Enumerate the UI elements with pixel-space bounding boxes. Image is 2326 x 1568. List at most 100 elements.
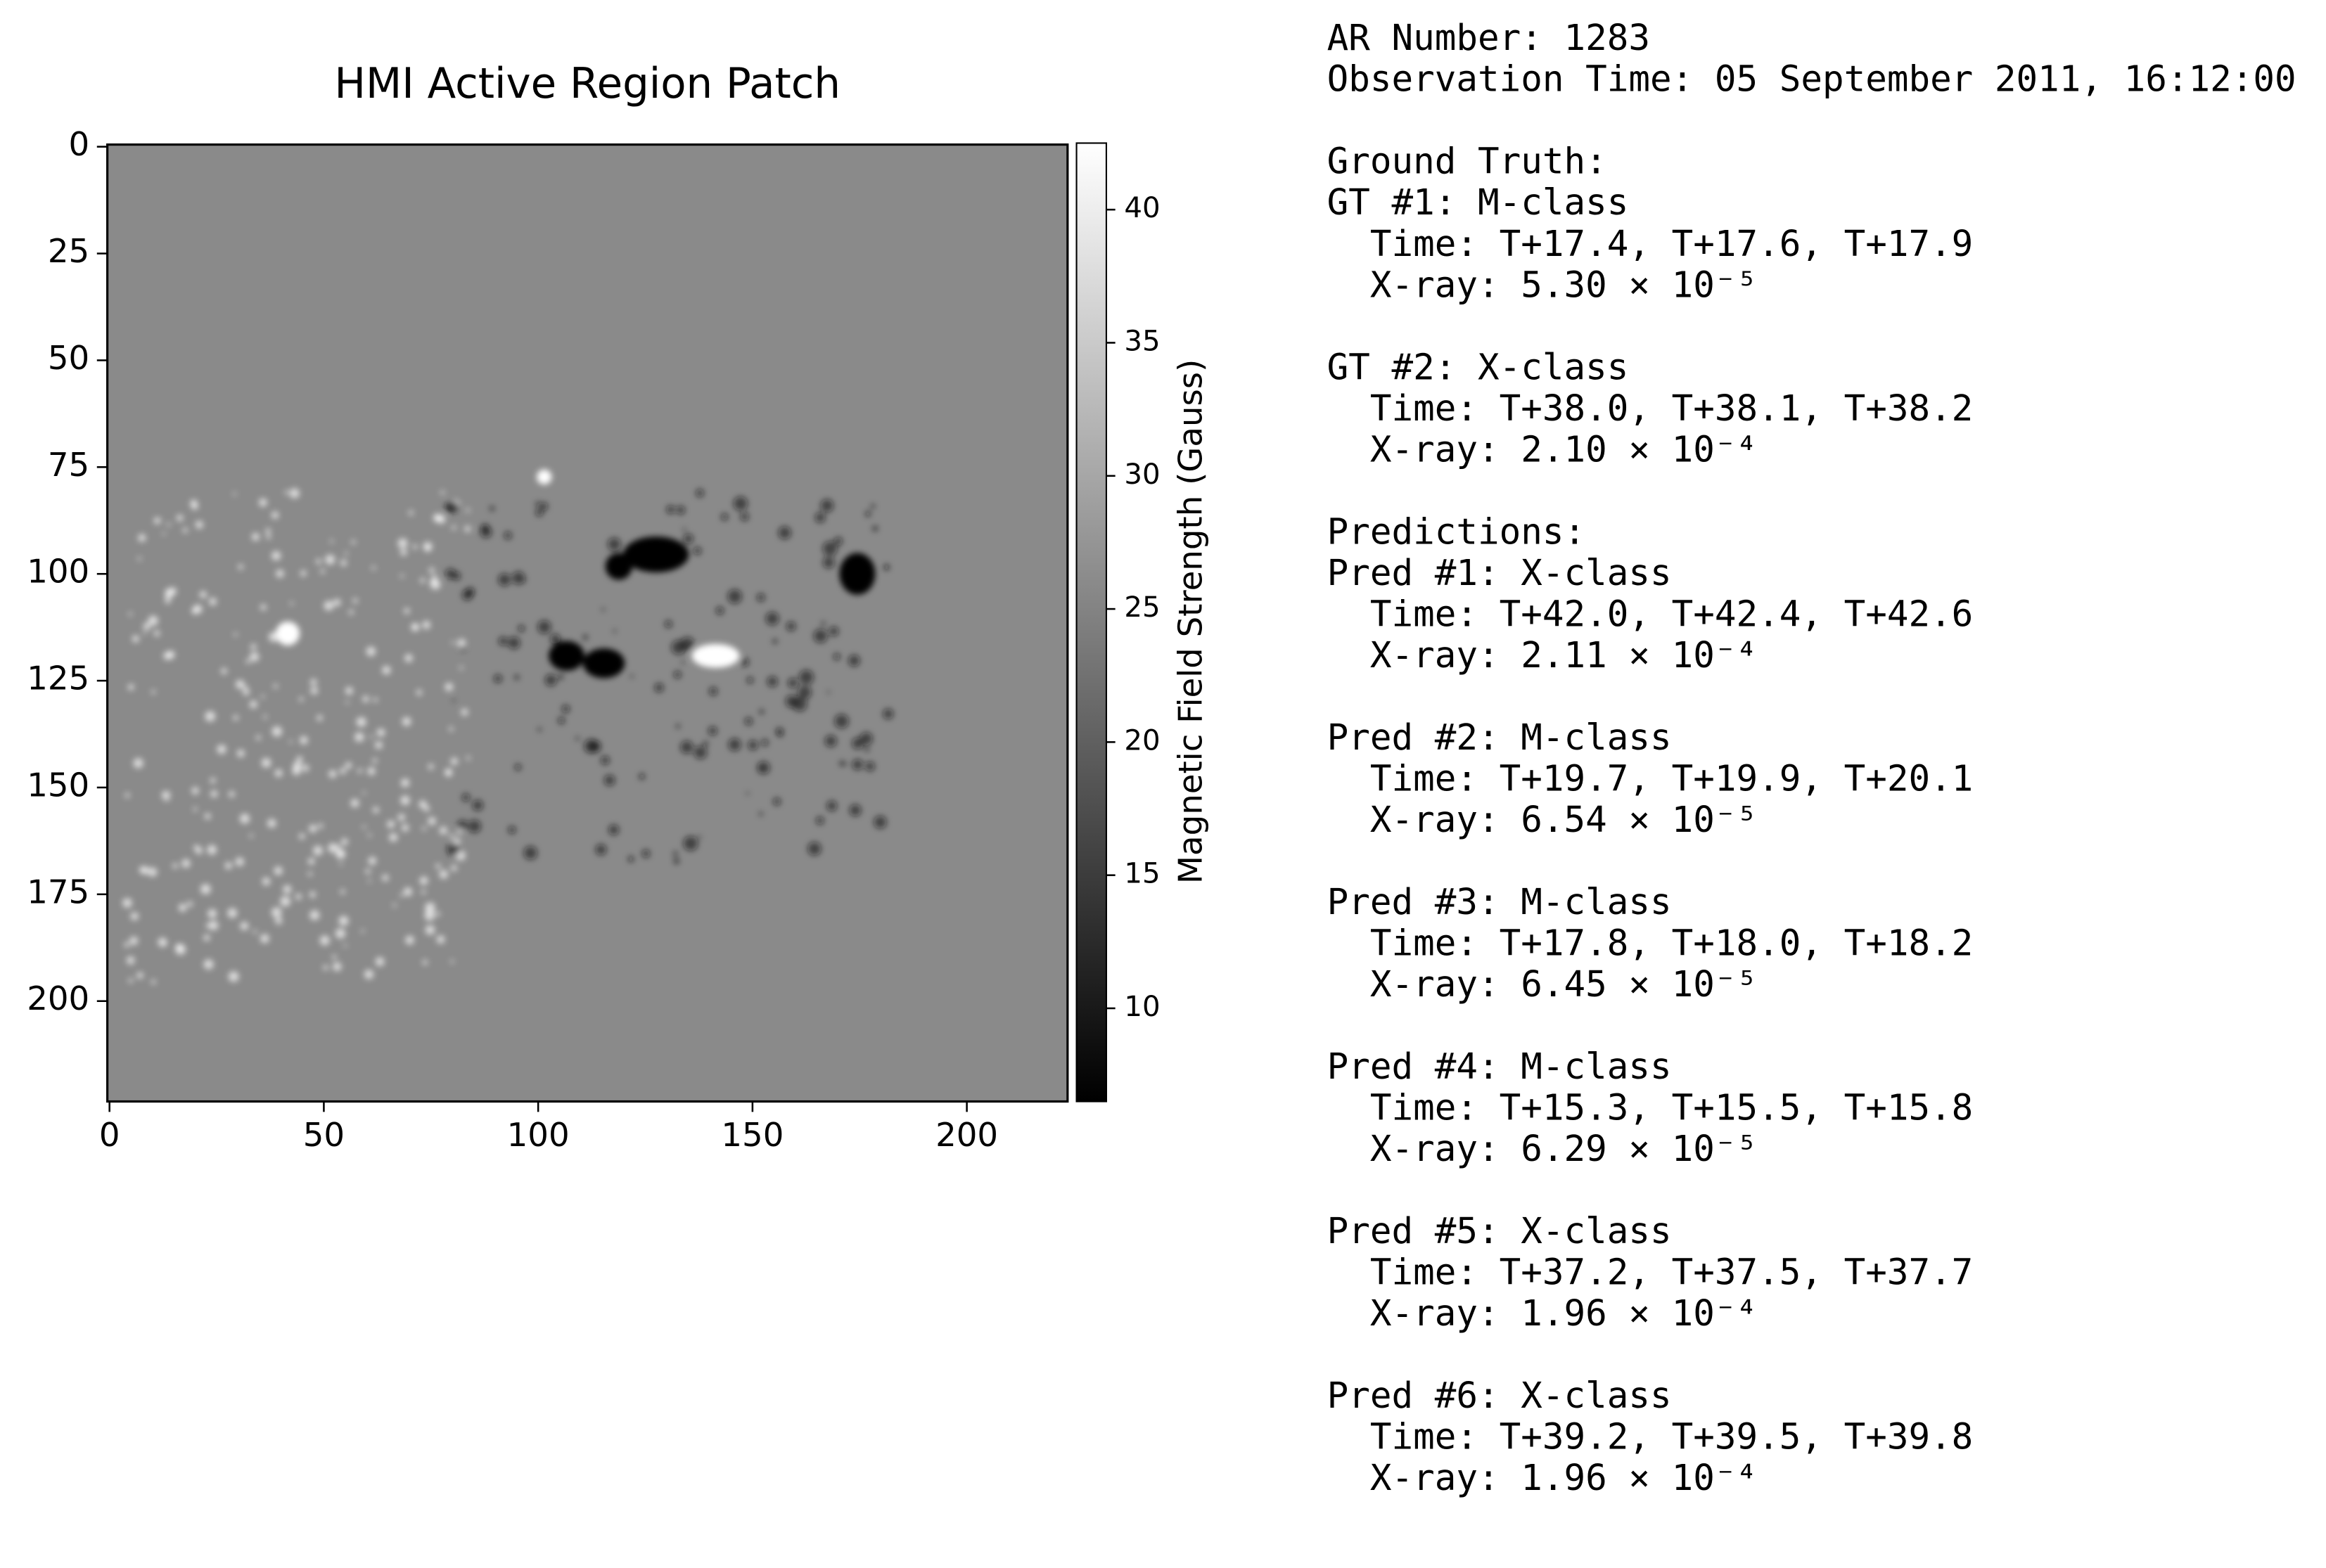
texture-dot (511, 571, 525, 585)
info-line: X-ray: 2.10 × 10⁻⁴ (1327, 428, 1758, 470)
texture-dot (209, 598, 217, 605)
texture-dot (411, 623, 420, 631)
texture-dot (128, 612, 132, 616)
x-tick-label: 150 (721, 1116, 784, 1154)
texture-dot (392, 903, 397, 907)
texture-dot (319, 935, 330, 946)
texture-dot (833, 653, 841, 660)
texture-dot (422, 621, 430, 629)
texture-dot (464, 525, 471, 532)
texture-spot (276, 621, 300, 645)
texture-dot (466, 508, 470, 513)
texture-dot (425, 546, 430, 552)
texture-dot (775, 727, 784, 735)
texture-spot (623, 536, 689, 572)
texture-dot (299, 697, 304, 702)
texture-dot (772, 797, 781, 806)
texture-dot (452, 572, 461, 581)
texture-dot (420, 577, 426, 584)
info-line: Time: T+39.2, T+39.5, T+39.8 (1327, 1415, 1974, 1457)
texture-dot (352, 598, 358, 604)
texture-dot (430, 578, 437, 585)
texture-dot (436, 935, 445, 944)
texture-dot (412, 544, 418, 550)
texture-dot (229, 791, 235, 797)
texture-dot (356, 716, 366, 727)
texture-dot (370, 735, 373, 739)
texture-dot (756, 593, 765, 602)
texture-dot (195, 520, 203, 529)
colorbar-tick-label: 25 (1124, 591, 1160, 624)
texture-dot (333, 598, 341, 607)
texture-dot (139, 867, 145, 873)
info-line: X-ray: 2.11 × 10⁻⁴ (1327, 634, 1758, 676)
texture-dot (320, 569, 325, 574)
y-tick-label: 175 (27, 873, 89, 911)
colorbar (1075, 142, 1108, 1103)
y-tick-label: 200 (27, 979, 89, 1017)
texture-dot (472, 799, 483, 811)
texture-dot (435, 911, 440, 916)
texture-dot (317, 714, 323, 721)
info-line: Ground Truth: (1327, 141, 1607, 182)
texture-dot (786, 622, 796, 631)
texture-dot (148, 615, 158, 626)
texture-dot (265, 528, 271, 534)
info-line: Time: T+37.2, T+37.5, T+37.7 (1327, 1251, 1974, 1292)
texture-dot (561, 705, 570, 713)
texture-dot (654, 683, 664, 693)
texture-dot (820, 499, 834, 513)
texture-dot (221, 668, 227, 674)
texture-dot (260, 934, 269, 944)
texture-dot (261, 758, 271, 768)
texture-dot (833, 536, 843, 546)
image-background (107, 144, 1068, 1102)
texture-dot (608, 824, 620, 835)
texture-dot (450, 757, 459, 765)
texture-dot (235, 857, 244, 866)
texture-dot (421, 889, 426, 894)
texture-spot (605, 553, 632, 580)
texture-dot (372, 758, 378, 764)
texture-dot (672, 851, 678, 856)
texture-dot (630, 674, 634, 679)
texture-dot (508, 825, 516, 834)
texture-dot (371, 565, 376, 570)
texture-dot (280, 896, 290, 907)
texture-dot (158, 937, 167, 947)
texture-dot (309, 891, 316, 898)
texture-dot (457, 638, 466, 648)
texture-dot (425, 902, 435, 913)
texture-dot (715, 606, 724, 615)
y-tick-label: 100 (27, 553, 89, 591)
info-line: Pred #1: X-class (1327, 552, 1672, 593)
texture-dot (191, 787, 199, 795)
texture-dot (199, 591, 207, 598)
texture-dot (325, 554, 336, 565)
texture-dot (451, 865, 457, 871)
texture-dot (727, 589, 742, 604)
texture-dot (461, 708, 468, 716)
texture-dot (250, 643, 257, 650)
texture-dot (452, 699, 456, 702)
texture-dot (601, 756, 610, 765)
texture-dot (664, 620, 672, 629)
texture-dot (428, 817, 436, 825)
texture-dot (514, 764, 522, 771)
texture-dot (343, 944, 347, 947)
y-tick-label: 125 (27, 660, 89, 698)
info-line: Pred #6: X-class (1327, 1375, 1672, 1416)
texture-dot (133, 758, 143, 769)
texture-dot (172, 863, 178, 869)
texture-dot (450, 960, 454, 963)
texture-dot (299, 833, 305, 840)
texture-dot (550, 634, 561, 645)
texture-dot (703, 741, 709, 747)
texture-dot (193, 844, 199, 850)
texture-dot (829, 626, 839, 636)
texture-dot (266, 534, 271, 539)
texture-dot (821, 621, 826, 626)
texture-dot (309, 824, 317, 833)
texture-dot (852, 759, 863, 771)
texture-dot (137, 557, 141, 561)
